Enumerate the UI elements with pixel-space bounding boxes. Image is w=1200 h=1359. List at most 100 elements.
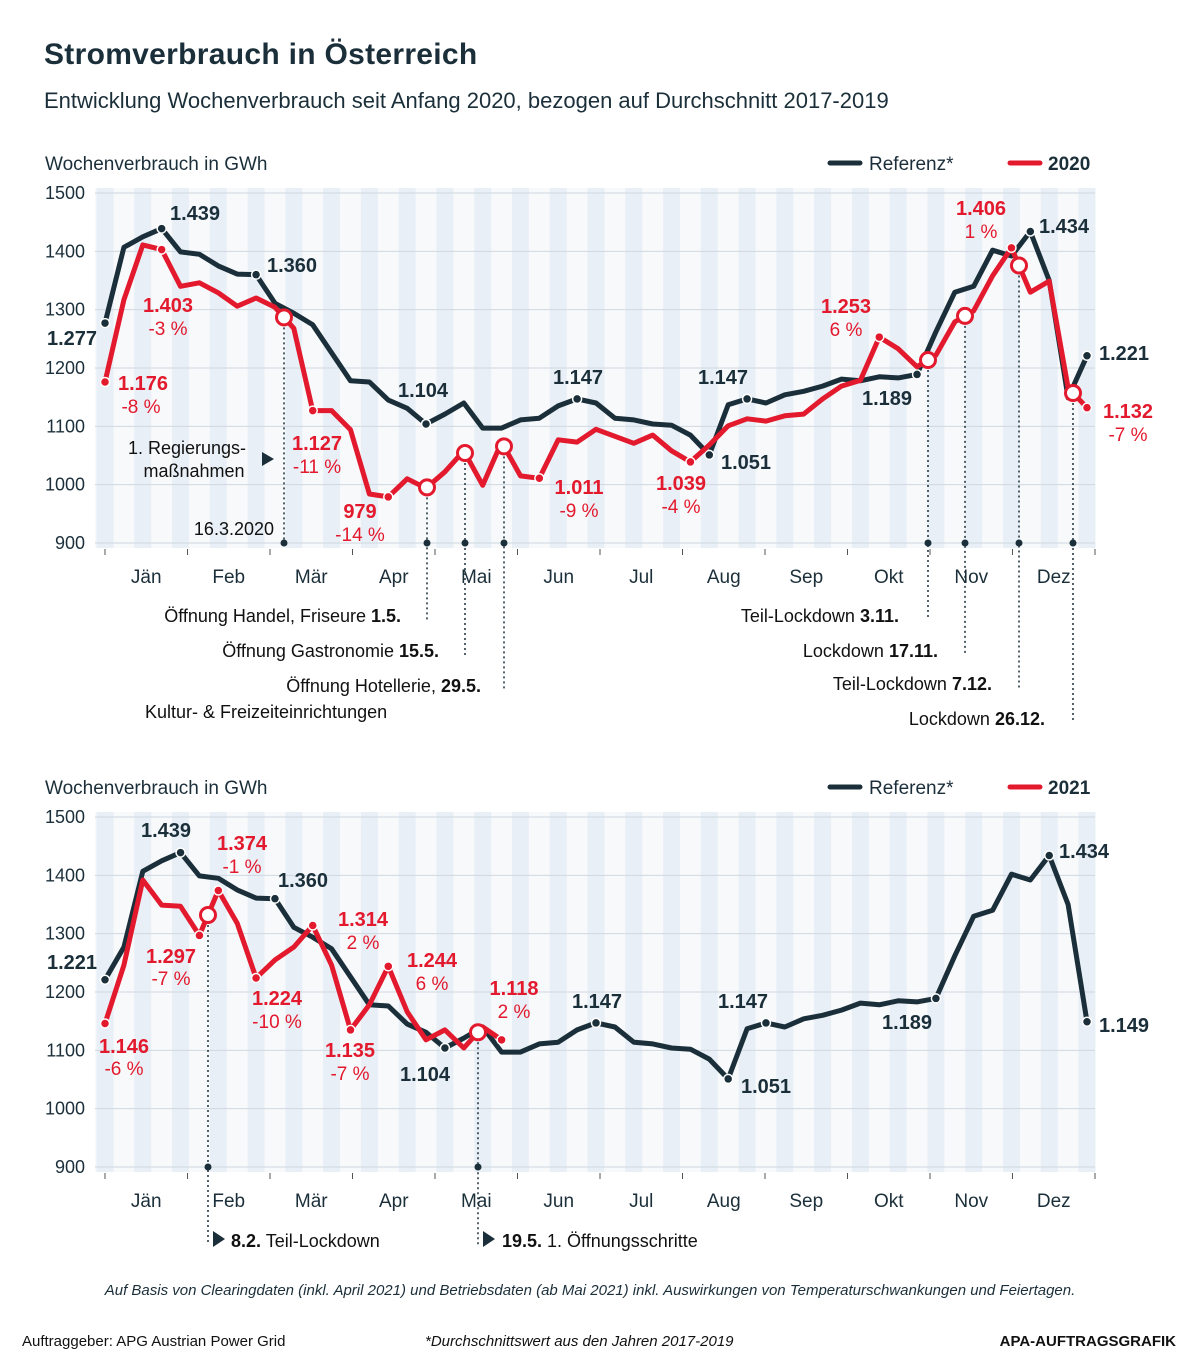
legend: Referenz* 2020 <box>827 154 1090 175</box>
reference-point <box>1081 350 1093 361</box>
current-point <box>99 1018 111 1029</box>
arrow-icon <box>483 1231 495 1247</box>
reference-point <box>175 847 186 858</box>
footer-asterisk-note: *Durchschnittswert aus den Jahren 2017-2… <box>425 1333 734 1350</box>
ref-label: 1.189 <box>862 388 912 410</box>
event-circle-marker <box>495 437 513 456</box>
y-axis-title: Wochenverbrauch in GWh <box>45 778 267 799</box>
cur-label-pct: -14 % <box>335 525 385 546</box>
cur-label-value: 1.127 <box>292 433 342 455</box>
current-point <box>307 405 318 416</box>
ref-label: 1.277 <box>47 328 97 350</box>
cur-label-value: 1.253 <box>821 296 871 318</box>
month-label: Mär <box>295 1191 328 1212</box>
cur-label-value: 1.244 <box>407 950 458 972</box>
month-label: Nov <box>954 567 988 588</box>
current-point <box>1081 402 1093 413</box>
reference-point <box>930 993 942 1004</box>
event-label: Öffnung Handel, Friseure 1.5. <box>164 606 401 626</box>
y-tick-label: 1100 <box>46 416 85 436</box>
month-label: Sep <box>789 567 823 588</box>
reference-point <box>99 974 111 985</box>
ref-label: 1.149 <box>1099 1015 1149 1037</box>
event-label: 19.5. 1. Öffnungsschritte <box>502 1231 698 1251</box>
reference-point <box>1081 1016 1093 1027</box>
month-label: Aug <box>707 567 741 588</box>
footer-client: Auftraggeber: APG Austrian Power Grid <box>22 1333 285 1350</box>
cur-label-pct: -10 % <box>252 1012 302 1033</box>
cur-label-pct: 1 % <box>965 222 998 243</box>
month-label: Feb <box>212 1191 245 1212</box>
current-point <box>156 244 167 255</box>
reference-point <box>1025 226 1036 237</box>
ref-label: 1.439 <box>170 203 220 225</box>
first-event-date: 16.3.2020 <box>194 519 274 539</box>
event-axis-dot <box>961 539 969 547</box>
event-label: Teil-Lockdown 3.11. <box>741 606 899 626</box>
event-label: Teil-Lockdown 7.12. <box>833 674 992 694</box>
ref-label: 1.221 <box>1099 343 1149 365</box>
legend-label-reference: Referenz* <box>869 778 954 799</box>
y-tick-label: 1000 <box>45 1099 85 1119</box>
y-tick-label: 1300 <box>45 924 85 944</box>
event-label: Öffnung Hotellerie, 29.5. <box>286 676 481 696</box>
chart-title: Stromverbrauch in Österreich <box>44 38 478 71</box>
cur-label-pct: -7 % <box>1108 425 1147 446</box>
cur-label-value: 1.314 <box>338 909 389 931</box>
footer-credit: APA-AUFTRAGSGRAFIK <box>1000 1333 1177 1350</box>
event-circle-marker <box>275 308 293 327</box>
ref-label: 1.104 <box>400 1064 451 1086</box>
chart-2021: Wochenverbrauch in GWh Referenz* 2021 15… <box>45 778 1149 1251</box>
event-label-extra: Kultur- & Freizeiteinrichtungen <box>145 702 387 722</box>
y-tick-label: 900 <box>55 533 85 553</box>
ref-label: 1.147 <box>698 367 748 389</box>
month-label: Jun <box>543 1191 574 1212</box>
cur-label-value: 1.039 <box>656 473 706 495</box>
cur-label-value: 979 <box>343 501 376 523</box>
current-point <box>1006 242 1017 254</box>
event-axis-dot <box>474 1163 482 1171</box>
current-point <box>534 473 545 484</box>
y-tick-label: 1500 <box>45 183 85 203</box>
cur-label-value: 1.011 <box>555 477 604 499</box>
cur-label-value: 1.297 <box>146 946 196 968</box>
reference-point <box>911 369 923 380</box>
side-note-line2: maßnahmen <box>143 461 244 481</box>
legend: Referenz* 2021 <box>827 778 1091 799</box>
event-annotations: 8.2. Teil-Lockdown 19.5. 1. Öffnungsschr… <box>213 1231 698 1251</box>
event-circle-marker <box>1064 383 1082 402</box>
event-circle-marker <box>956 306 974 325</box>
month-label: Okt <box>874 1191 904 1212</box>
reference-labels: 1.221 1.439 1.360 1.104 1.147 1.051 1.14… <box>47 820 1149 1098</box>
ref-label: 1.104 <box>398 380 449 402</box>
ref-label: 1.360 <box>267 255 317 277</box>
reference-point <box>1043 850 1055 861</box>
reference-labels: 1.277 1.439 1.360 1.104 1.147 1.051 1.14… <box>47 203 1149 474</box>
month-label: Mai <box>461 1191 492 1212</box>
event-axis-dot <box>461 539 469 547</box>
event-label: Lockdown 26.12. <box>909 709 1045 729</box>
cur-label-pct: -4 % <box>661 497 700 518</box>
ref-label: 1.051 <box>741 1076 791 1098</box>
event-axis-dot <box>924 539 932 547</box>
month-label: Sep <box>789 1191 823 1212</box>
cur-label-value: 1.374 <box>217 833 268 855</box>
reference-point <box>704 449 715 461</box>
month-label: Jul <box>629 1191 653 1212</box>
ref-label: 1.147 <box>553 367 603 389</box>
cur-label-pct: -9 % <box>559 501 598 522</box>
event-label: 8.2. Teil-Lockdown <box>231 1231 380 1251</box>
cur-label-value: 1.224 <box>252 988 303 1010</box>
cur-label-value: 1.176 <box>118 373 168 395</box>
ref-label: 1.189 <box>882 1012 932 1034</box>
reference-point <box>590 1017 602 1029</box>
current-point <box>99 376 111 388</box>
cur-label-pct: 2 % <box>347 933 380 954</box>
ref-label: 1.147 <box>572 991 622 1013</box>
reference-point <box>269 893 281 904</box>
current-point <box>496 1034 507 1046</box>
ref-label: 1.051 <box>721 452 771 474</box>
event-label: Öffnung Gastronomie 15.5. <box>222 641 439 661</box>
reference-point <box>760 1017 772 1029</box>
